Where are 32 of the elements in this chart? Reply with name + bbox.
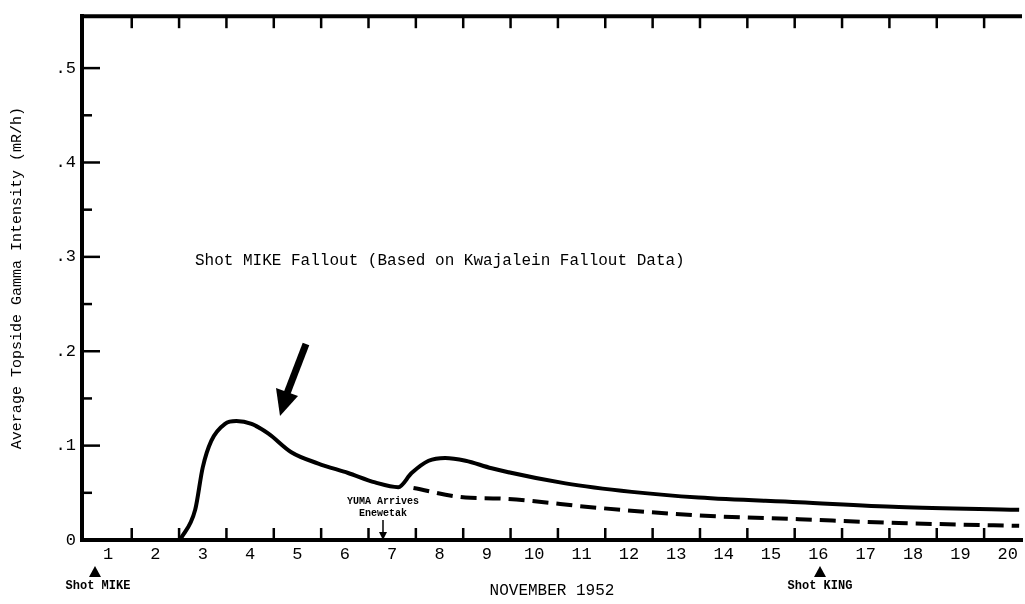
x-tick-label: 18 (902, 544, 924, 564)
annotation: YUMA Arrives Enewetak (346, 496, 420, 519)
x-tick-label: 10 (524, 544, 545, 564)
x-tick-label: 2 (150, 544, 161, 564)
x-tick-label: 13 (666, 544, 687, 564)
y-axis-title: Average Topside Gamma Intensity (mR/h) (8, 107, 26, 450)
x-tick-label: 4 (245, 544, 256, 564)
x-tick-label: 6 (339, 544, 350, 564)
x-tick-label: 20 (997, 544, 1018, 564)
y-tick-label: .4 (55, 152, 76, 172)
x-tick-label: 8 (434, 544, 445, 564)
y-tick-label: .3 (55, 247, 76, 267)
y-tick-label: .5 (55, 58, 76, 78)
x-tick-label: 3 (197, 544, 208, 564)
x-tick-label: 9 (481, 544, 492, 564)
text: Shot KING (786, 579, 854, 594)
y-tick-label: .2 (55, 341, 76, 361)
text: Shot MIKE (64, 579, 132, 594)
x-tick-label: 1 (102, 544, 114, 564)
x-tick-label: 7 (387, 544, 398, 564)
x-tick-label: 12 (618, 544, 640, 564)
x-tick-label: 19 (950, 544, 971, 564)
x-tick-label: 14 (713, 544, 734, 564)
x-axis-title: NOVEMBER 1952 (489, 581, 615, 600)
annotation: Shot MIKE Fallout (Based on Kwajalein Fallout Data) (195, 252, 686, 271)
x-tick-label: 16 (808, 544, 829, 564)
x-tick-label: 5 (292, 544, 303, 564)
x-tick-label: 11 (571, 544, 592, 564)
x-tick-label: 15 (760, 544, 782, 564)
y-tick-label: .1 (55, 436, 76, 456)
y-tick-label: 0 (65, 530, 76, 550)
x-tick-label: 17 (855, 544, 876, 564)
